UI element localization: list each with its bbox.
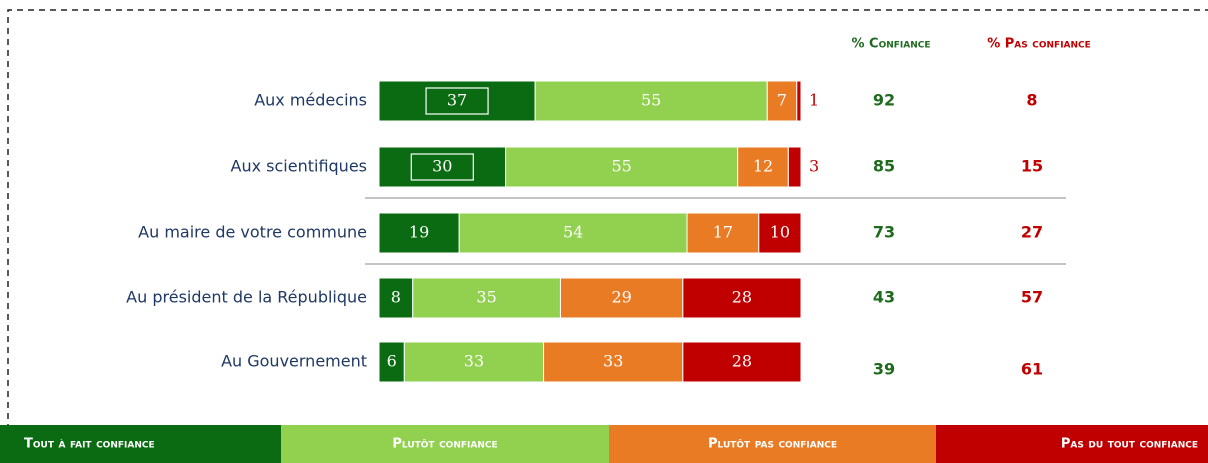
bar-segment bbox=[686, 212, 760, 254]
bar-segment bbox=[758, 212, 802, 254]
bar-segment bbox=[682, 277, 802, 319]
category-label: Aux scientifiques bbox=[231, 157, 367, 176]
value-label: 54 bbox=[563, 223, 583, 242]
dashed-border bbox=[7, 9, 1208, 463]
bar-segment bbox=[682, 341, 802, 383]
highlight-box bbox=[410, 153, 474, 181]
value-label: 55 bbox=[641, 91, 661, 110]
value-label: 37 bbox=[447, 91, 467, 110]
value-label: 33 bbox=[464, 352, 484, 371]
highlight-box bbox=[425, 87, 489, 115]
category-label: Au président de la République bbox=[126, 288, 367, 307]
value-label: 10 bbox=[770, 223, 790, 242]
value-label: 30 bbox=[432, 157, 452, 176]
legend-label: Tout à fait confiance bbox=[24, 437, 155, 452]
summary-value: 27 bbox=[1021, 223, 1043, 242]
value-label: 33 bbox=[603, 352, 623, 371]
summary-value: 73 bbox=[873, 223, 895, 242]
value-label: 1 bbox=[809, 91, 819, 110]
value-label: 12 bbox=[753, 157, 773, 176]
category-label: Aux médecins bbox=[254, 91, 367, 110]
legend-swatch bbox=[936, 425, 1208, 463]
summary-value: 8 bbox=[1026, 91, 1037, 110]
bar-segment bbox=[787, 146, 802, 188]
legend-swatch bbox=[281, 425, 609, 463]
value-label: 28 bbox=[732, 288, 752, 307]
legend-swatch bbox=[0, 425, 281, 463]
category-label: Au maire de votre commune bbox=[138, 223, 367, 242]
column-header: % Pas confiance bbox=[987, 37, 1091, 52]
legend-label: Plutôt confiance bbox=[392, 437, 497, 452]
legend-label: Plutôt pas confiance bbox=[708, 437, 837, 452]
value-label: 3 bbox=[809, 157, 819, 176]
summary-value: 43 bbox=[873, 288, 895, 307]
bar-segment bbox=[766, 80, 798, 122]
summary-value: 57 bbox=[1021, 288, 1043, 307]
bar-segment bbox=[403, 341, 545, 383]
value-label: 17 bbox=[713, 223, 733, 242]
bar-segment bbox=[543, 341, 684, 383]
category-label: Au Gouvernement bbox=[221, 352, 367, 371]
value-label: 6 bbox=[387, 352, 397, 371]
value-label: 7 bbox=[777, 91, 787, 110]
summary-value: 15 bbox=[1021, 157, 1043, 176]
value-label: 19 bbox=[409, 223, 429, 242]
value-label: 55 bbox=[611, 157, 631, 176]
value-label: 29 bbox=[611, 288, 631, 307]
summary-value: 39 bbox=[873, 360, 895, 379]
value-label: 28 bbox=[732, 352, 752, 371]
bar-segment bbox=[378, 212, 460, 254]
summary-value: 61 bbox=[1021, 360, 1043, 379]
legend-swatch bbox=[609, 425, 936, 463]
summary-value: 85 bbox=[873, 157, 895, 176]
bar-segment bbox=[505, 146, 739, 188]
bar-segment bbox=[559, 277, 684, 319]
value-label: 35 bbox=[476, 288, 496, 307]
bar-segment bbox=[534, 80, 768, 122]
bar-segment bbox=[796, 80, 802, 122]
summary-value: 92 bbox=[873, 91, 895, 110]
column-header: % Confiance bbox=[851, 37, 930, 52]
bar-segment bbox=[378, 341, 405, 383]
bar-segment bbox=[378, 277, 414, 319]
value-label: 8 bbox=[391, 288, 401, 307]
legend-label: Pas du tout confiance bbox=[1061, 437, 1198, 452]
